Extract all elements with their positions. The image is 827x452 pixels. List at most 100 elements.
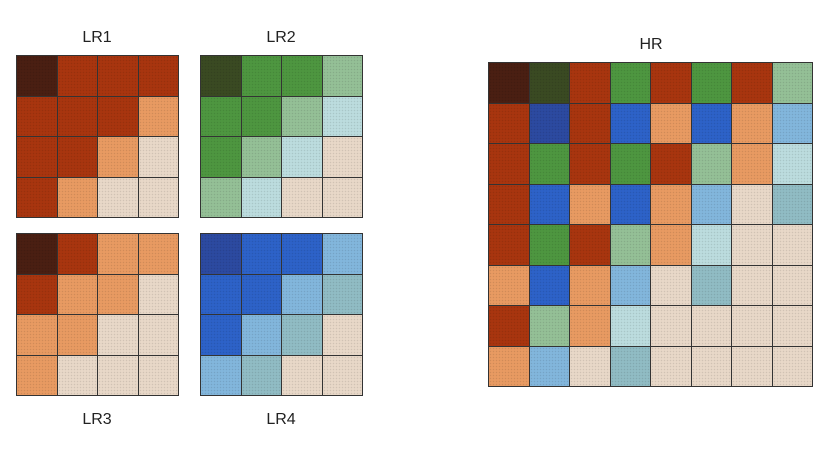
grid-cell bbox=[570, 103, 610, 143]
grid-cell bbox=[732, 63, 772, 103]
grid-cell bbox=[651, 306, 691, 346]
grid-cell bbox=[489, 144, 529, 184]
grid-cell bbox=[322, 234, 362, 274]
grid-cell bbox=[17, 355, 57, 395]
grid-cell bbox=[489, 306, 529, 346]
grid-cell bbox=[17, 234, 57, 274]
grid-cell bbox=[241, 177, 281, 217]
grid-cell bbox=[241, 96, 281, 136]
grid-cell bbox=[57, 137, 97, 177]
grid-cell bbox=[322, 177, 362, 217]
hr-label: HR bbox=[639, 36, 663, 53]
grid-cell bbox=[282, 137, 322, 177]
grid-cell bbox=[57, 315, 97, 355]
grid-cell bbox=[529, 144, 569, 184]
grid-cell bbox=[610, 346, 650, 386]
grid-cell bbox=[241, 234, 281, 274]
grid-cell bbox=[732, 225, 772, 265]
lr2-grid bbox=[200, 55, 363, 218]
grid-cell bbox=[691, 346, 731, 386]
grid-cell bbox=[610, 265, 650, 305]
grid-cell bbox=[610, 144, 650, 184]
grid-cell bbox=[282, 234, 322, 274]
grid-cell bbox=[691, 306, 731, 346]
grid-cell bbox=[98, 96, 138, 136]
grid-cell bbox=[570, 225, 610, 265]
grid-cell bbox=[570, 306, 610, 346]
grid-cell bbox=[241, 355, 281, 395]
grid-cell bbox=[138, 315, 178, 355]
grid-cell bbox=[529, 63, 569, 103]
grid-cell bbox=[98, 177, 138, 217]
grid-cell bbox=[772, 306, 812, 346]
grid-cell bbox=[241, 274, 281, 314]
lr3-grid bbox=[16, 233, 179, 396]
grid-cell bbox=[489, 63, 529, 103]
grid-cell bbox=[322, 137, 362, 177]
grid-cell bbox=[201, 274, 241, 314]
grid-cell bbox=[691, 225, 731, 265]
grid-cell bbox=[57, 56, 97, 96]
grid-cell bbox=[529, 184, 569, 224]
grid-cell bbox=[651, 346, 691, 386]
grid-cell bbox=[322, 96, 362, 136]
grid-cell bbox=[772, 346, 812, 386]
grid-cell bbox=[529, 346, 569, 386]
grid-cell bbox=[691, 184, 731, 224]
grid-cell bbox=[17, 177, 57, 217]
grid-cell bbox=[17, 274, 57, 314]
grid-cell bbox=[57, 234, 97, 274]
grid-cell bbox=[201, 96, 241, 136]
lr4-grid bbox=[200, 233, 363, 396]
grid-cell bbox=[610, 306, 650, 346]
grid-cell bbox=[489, 184, 529, 224]
lr1-label: LR1 bbox=[82, 29, 112, 46]
grid-cell bbox=[138, 355, 178, 395]
grid-cell bbox=[201, 315, 241, 355]
grid-cell bbox=[732, 144, 772, 184]
grid-cell bbox=[201, 355, 241, 395]
grid-cell bbox=[691, 103, 731, 143]
grid-cell bbox=[98, 137, 138, 177]
grid-cell bbox=[529, 306, 569, 346]
grid-cell bbox=[651, 265, 691, 305]
grid-cell bbox=[732, 265, 772, 305]
grid-cell bbox=[57, 96, 97, 136]
grid-cell bbox=[489, 346, 529, 386]
grid-cell bbox=[732, 306, 772, 346]
grid-cell bbox=[17, 96, 57, 136]
grid-cell bbox=[610, 63, 650, 103]
grid-cell bbox=[322, 56, 362, 96]
grid-cell bbox=[138, 56, 178, 96]
grid-cell bbox=[282, 96, 322, 136]
lr3-label: LR3 bbox=[82, 411, 112, 428]
grid-cell bbox=[138, 234, 178, 274]
grid-cell bbox=[529, 225, 569, 265]
grid-cell bbox=[282, 274, 322, 314]
grid-cell bbox=[772, 103, 812, 143]
grid-cell bbox=[489, 103, 529, 143]
grid-cell bbox=[529, 103, 569, 143]
grid-cell bbox=[651, 144, 691, 184]
lr1-grid bbox=[16, 55, 179, 218]
grid-cell bbox=[17, 315, 57, 355]
grid-cell bbox=[570, 63, 610, 103]
grid-cell bbox=[201, 137, 241, 177]
grid-cell bbox=[322, 355, 362, 395]
grid-cell bbox=[610, 103, 650, 143]
grid-cell bbox=[489, 225, 529, 265]
grid-cell bbox=[98, 274, 138, 314]
grid-cell bbox=[570, 346, 610, 386]
grid-cell bbox=[732, 103, 772, 143]
grid-cell bbox=[772, 265, 812, 305]
grid-cell bbox=[57, 355, 97, 395]
grid-cell bbox=[138, 137, 178, 177]
grid-cell bbox=[17, 137, 57, 177]
grid-cell bbox=[138, 177, 178, 217]
grid-cell bbox=[732, 346, 772, 386]
grid-cell bbox=[138, 96, 178, 136]
grid-cell bbox=[322, 315, 362, 355]
grid-cell bbox=[201, 177, 241, 217]
grid-cell bbox=[772, 225, 812, 265]
grid-cell bbox=[282, 315, 322, 355]
